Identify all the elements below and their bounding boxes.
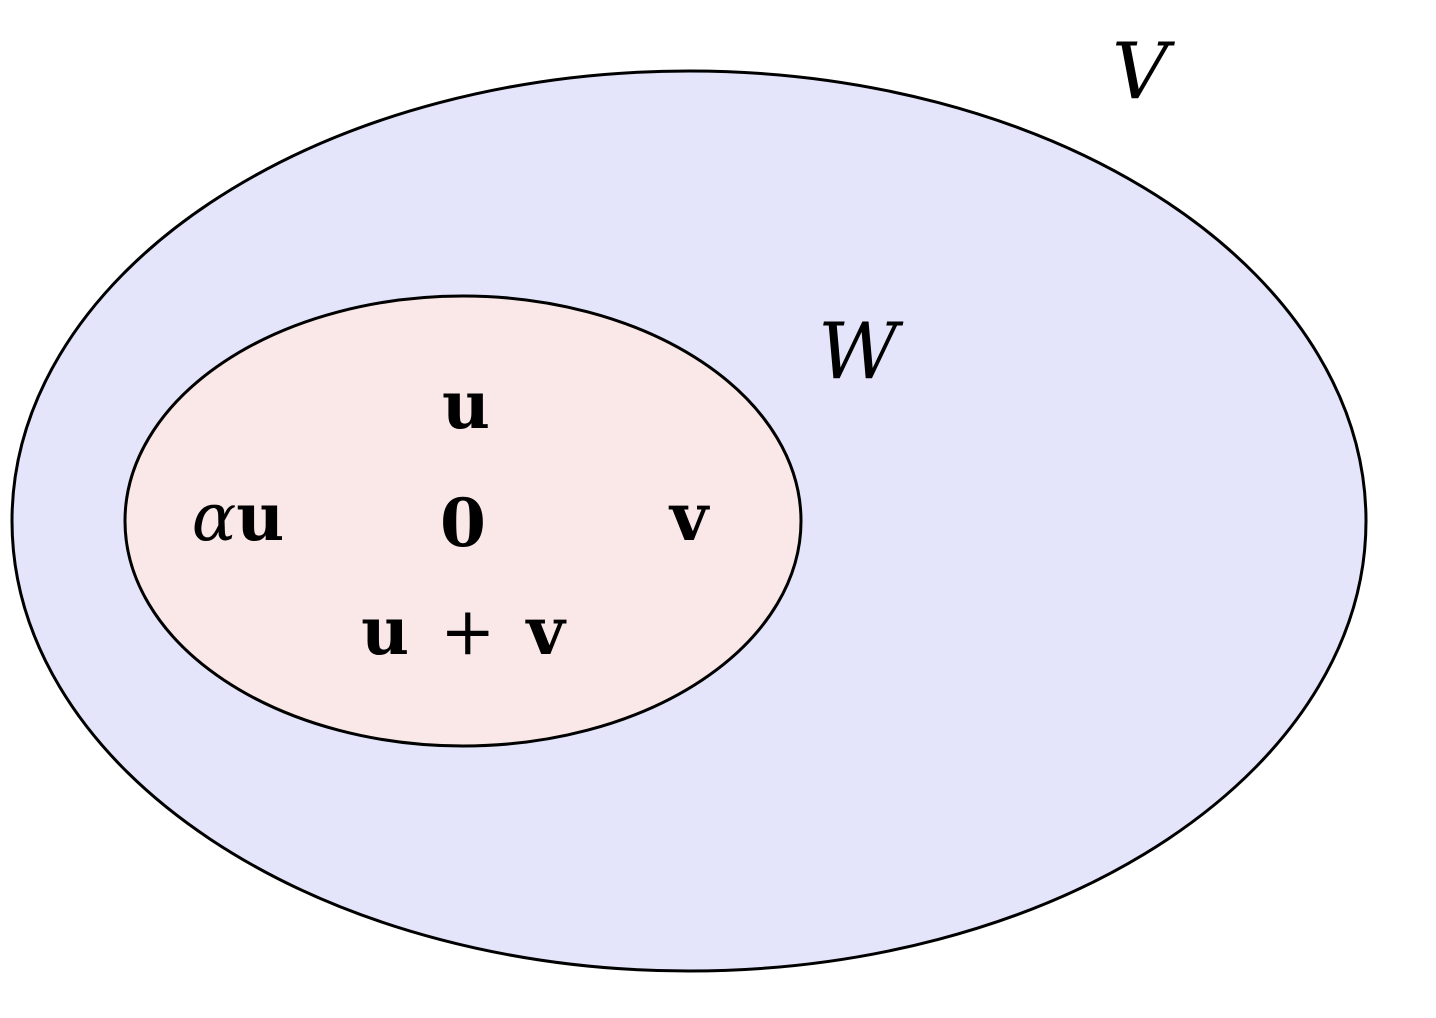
sum-left-vector: u [361, 592, 409, 670]
outer-set-label: V [1112, 27, 1175, 117]
alpha-symbol: α [192, 479, 237, 556]
element-v: v [668, 478, 710, 556]
element-u: u [442, 366, 490, 444]
element-alpha-u: αu [192, 478, 285, 556]
sum-right-vector: v [524, 592, 566, 670]
alpha-u-vector: u [236, 478, 284, 556]
element-zero: 0 [440, 484, 486, 562]
element-u-plus-v: u + v [361, 592, 566, 670]
inner-set-w [123, 294, 803, 748]
plus-operator: + [440, 593, 495, 670]
inner-set-label: W [818, 307, 904, 397]
